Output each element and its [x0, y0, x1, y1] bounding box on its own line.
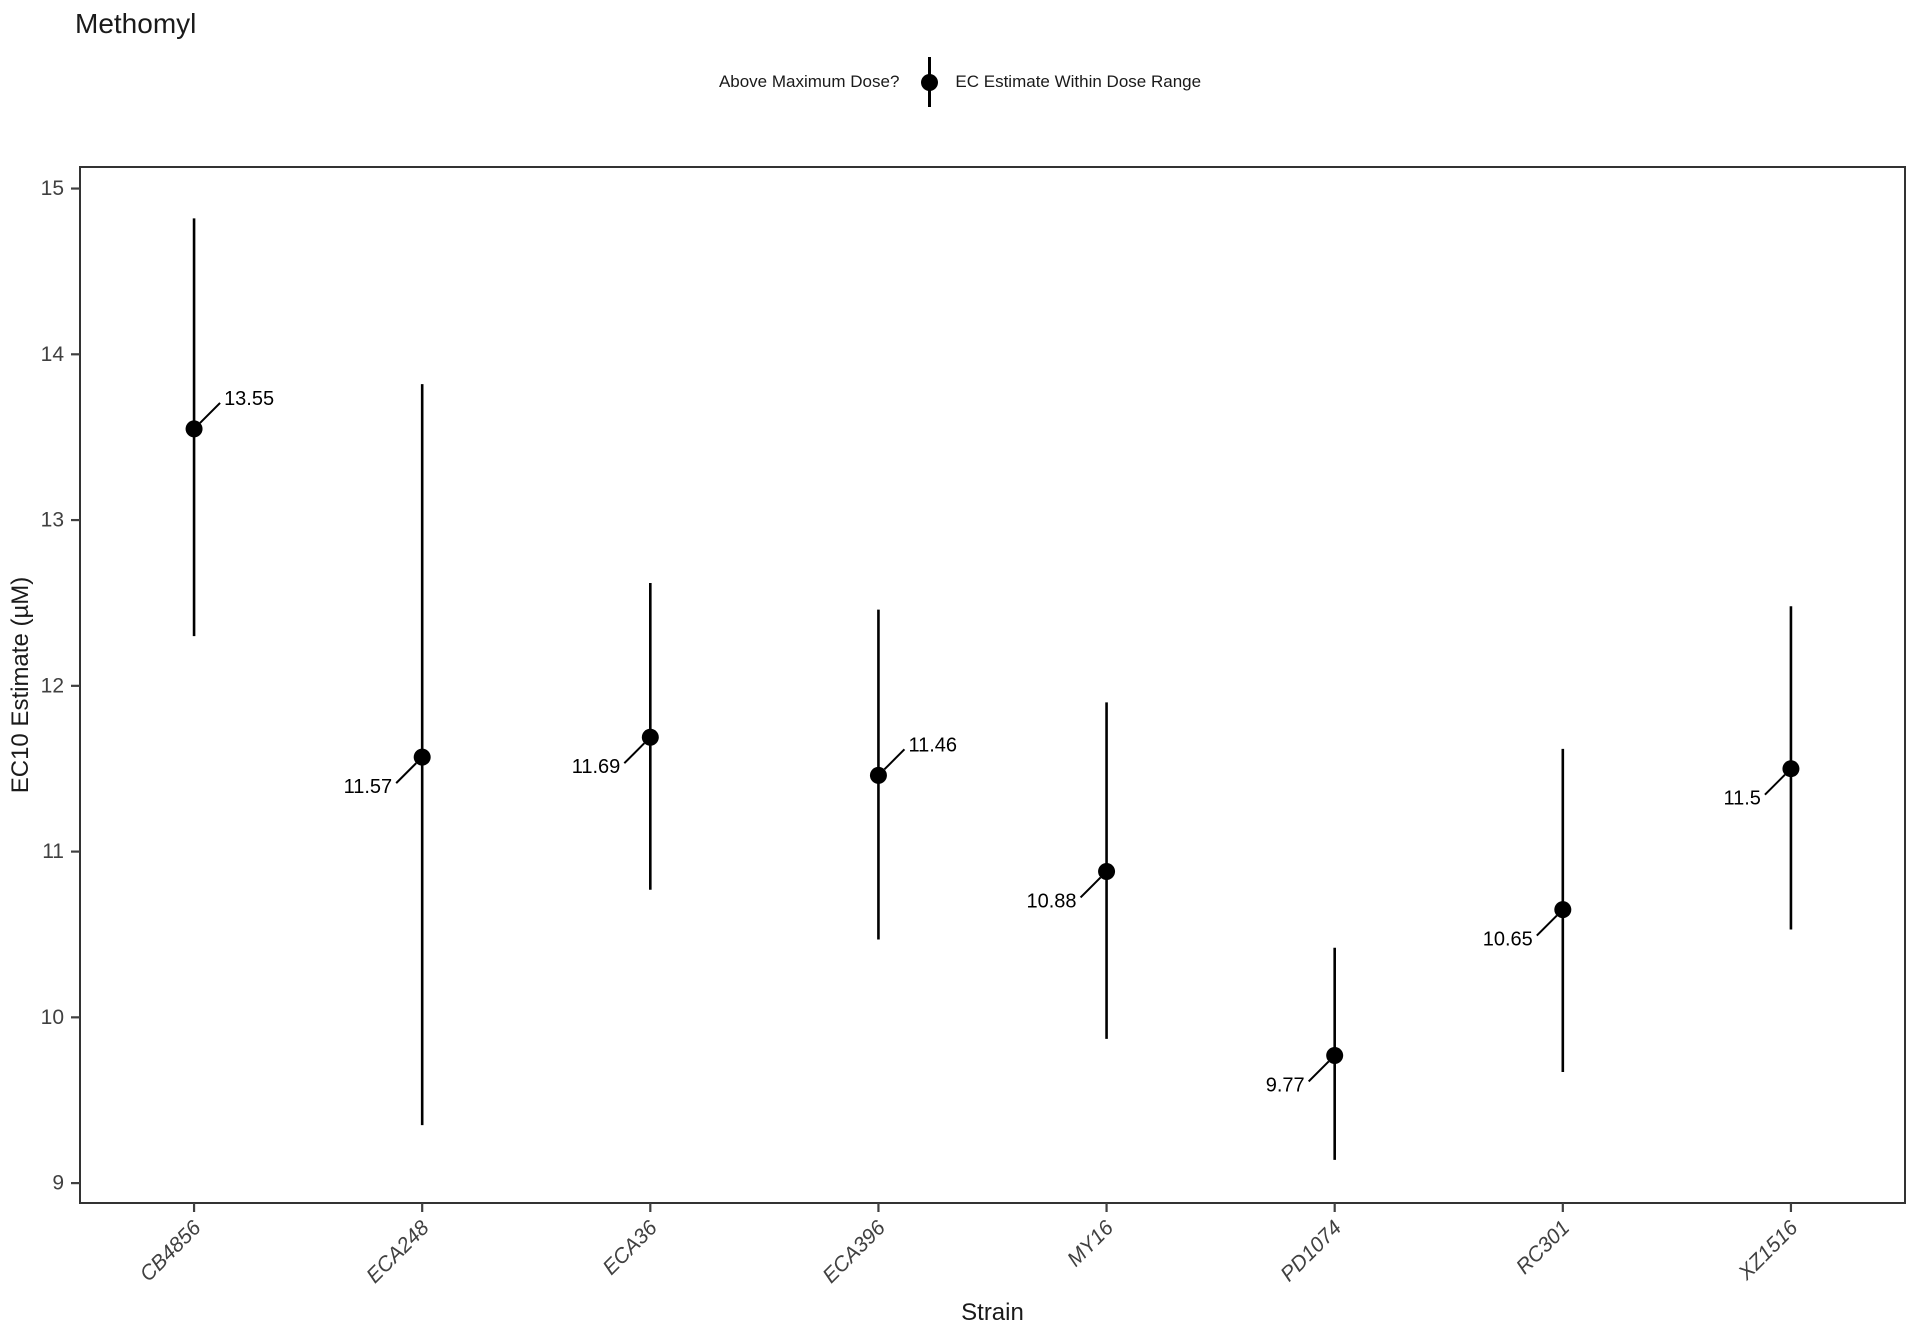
x-axis-title: Strain: [961, 1299, 1024, 1326]
point-dot: [1782, 760, 1800, 778]
pointrange-glyph-icon: [919, 57, 939, 107]
chart-title: Methomyl: [75, 8, 197, 39]
panel-border: [79, 166, 1906, 1204]
label-leader-line: [1764, 774, 1786, 796]
data-label: 11.46: [908, 734, 957, 756]
y-tick-label: 11: [42, 840, 64, 863]
x-tick-label: MY16: [1063, 1216, 1118, 1271]
point-dot: [1554, 901, 1572, 919]
label-leader-line: [883, 748, 906, 771]
legend-glyph-dot: [920, 73, 938, 91]
point-dot: [1098, 862, 1116, 880]
label-leader-line: [1307, 1060, 1330, 1083]
x-tick-label: CB4856: [136, 1216, 206, 1286]
y-tick-label: 9: [52, 1172, 64, 1195]
x-tick-label: ECA248: [362, 1216, 434, 1288]
y-tick-label: 15: [41, 177, 64, 200]
y-tick-label: 12: [41, 674, 64, 697]
x-tick-label: ECA36: [599, 1216, 663, 1280]
data-label: 10.88: [1027, 890, 1077, 912]
data-label: 9.77: [1266, 1074, 1305, 1096]
x-tick-label: ECA396: [818, 1216, 890, 1288]
point-dot: [641, 728, 659, 746]
point-dot: [1326, 1046, 1344, 1064]
y-tick-label: 13: [41, 509, 64, 532]
y-tick-label: 10: [41, 1006, 64, 1029]
legend-item-label: EC Estimate Within Dose Range: [955, 72, 1202, 91]
legend: Above Maximum Dose? EC Estimate Within D…: [0, 56, 1920, 108]
data-label: 11.69: [572, 756, 621, 778]
label-leader-line: [199, 402, 221, 424]
data-label: 10.65: [1483, 929, 1533, 951]
point-dot: [185, 420, 203, 438]
y-tick-label: 14: [41, 343, 65, 366]
y-axis-title: EC10 Estimate (µM): [7, 577, 34, 794]
data-label: 11.5: [1723, 788, 1760, 810]
label-leader-line: [395, 762, 417, 784]
x-tick-label: PD1074: [1276, 1216, 1346, 1286]
point-dot: [869, 766, 887, 784]
point-dot: [413, 748, 431, 766]
x-tick-label: XZ1516: [1733, 1216, 1802, 1285]
label-leader-line: [623, 742, 646, 764]
legend-title: Above Maximum Dose?: [718, 72, 900, 91]
data-label: 11.57: [344, 776, 393, 798]
data-label: 13.55: [224, 388, 274, 410]
label-leader-line: [1079, 876, 1102, 899]
label-leader-line: [1536, 914, 1558, 937]
x-tick-label: RC301: [1512, 1216, 1574, 1278]
